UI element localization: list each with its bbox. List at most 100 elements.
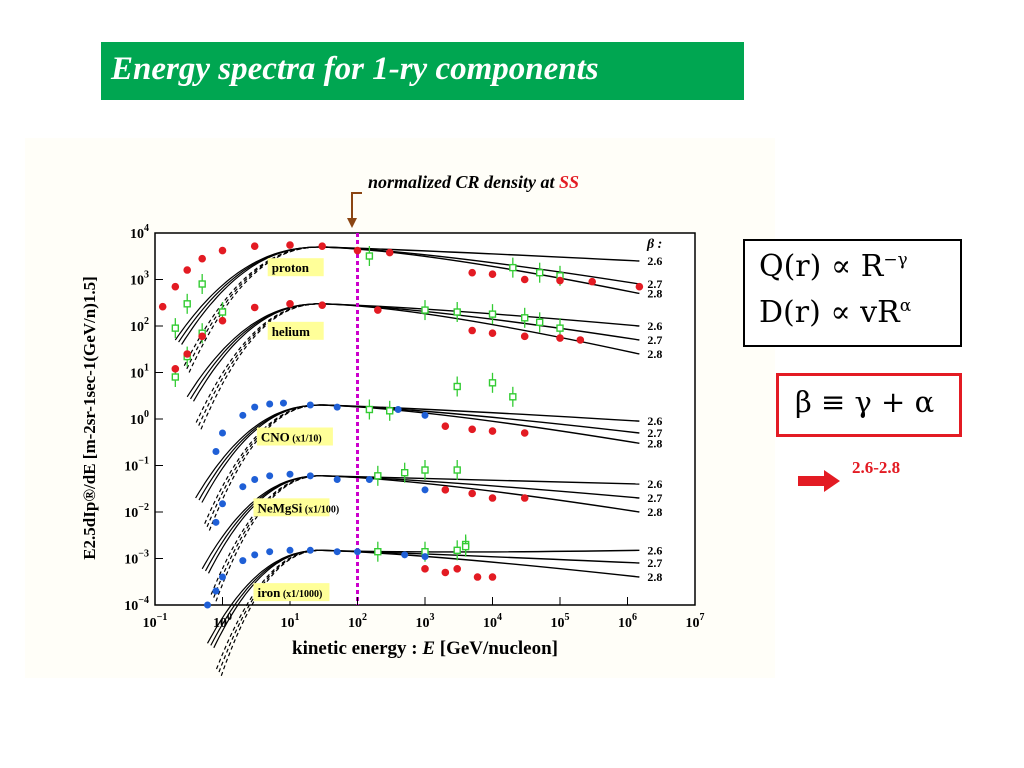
data-point (488, 310, 497, 318)
data-point (468, 489, 476, 498)
data-point (421, 411, 429, 419)
data-point (198, 254, 206, 263)
data-point (183, 266, 192, 274)
data-point (365, 405, 374, 414)
y-tick-label: 10−1 (124, 456, 149, 475)
data-point (219, 573, 226, 581)
data-point (468, 268, 476, 277)
data-point (374, 472, 382, 480)
series-label-text: iron (x1/1000) (257, 585, 322, 600)
y-tick-label: 104 (130, 223, 149, 242)
data-point (520, 429, 529, 437)
beta-tick-label: 2.8 (647, 570, 662, 584)
series-label-text: proton (272, 260, 310, 275)
data-point (333, 403, 341, 411)
data-point (386, 407, 394, 415)
measurement-points (158, 241, 644, 609)
data-point (365, 475, 373, 483)
data-point (218, 316, 227, 325)
beta-tick-label: 2.6 (647, 254, 662, 268)
beta-tick-label: 2.6 (647, 319, 662, 333)
beta-tick-label: 2.6 (647, 543, 662, 557)
diffusion-formula-text: D(r) ∝ vR (759, 295, 900, 330)
data-point (453, 308, 461, 316)
data-point (354, 548, 361, 556)
data-point (421, 306, 429, 314)
series-label-bg (267, 321, 324, 340)
data-point (441, 568, 450, 577)
series-label-bg (267, 258, 324, 277)
data-point (365, 252, 374, 260)
beta-definition: β ≡ γ + α (795, 385, 935, 419)
beta-tick-label: 2.6 (647, 477, 662, 491)
y-tick-label: 10−3 (124, 549, 149, 568)
data-point (198, 332, 206, 341)
data-point (286, 241, 294, 249)
energy-spectra-chart: 10−1 100 101 102 103 104 105 106 107 104 103 102 101… (80, 172, 705, 676)
beta-tick-label: 2.7 (647, 277, 662, 291)
data-point (488, 427, 497, 435)
data-point (286, 300, 294, 308)
data-point (576, 336, 585, 344)
data-point (520, 332, 529, 341)
data-point (520, 494, 529, 502)
y-tick-label: 101 (130, 363, 149, 382)
data-point (374, 548, 382, 556)
x-axis-title-unit: [GeV/nucleon] (435, 638, 558, 659)
model-curve-rise (215, 549, 323, 670)
data-point (218, 246, 227, 255)
y-tick-label: 100 (130, 409, 149, 428)
series-label-iron: iron (x1/1000) (253, 583, 330, 602)
data-point (219, 500, 226, 508)
data-point (400, 469, 409, 477)
beta-tick-label: 2.8 (647, 286, 662, 300)
right-arrow-icon (798, 470, 840, 492)
data-point (279, 399, 287, 407)
data-point (374, 306, 382, 314)
data-point (535, 318, 544, 327)
x-axis-title: kinetic energy : E [GeV/nucleon] (292, 638, 558, 659)
series-label-nemgsi: NeMgSi (x1/100) (253, 498, 339, 517)
series-label-cno: CNO (x1/10) (256, 427, 333, 446)
data-point (251, 403, 259, 411)
data-point (250, 303, 259, 312)
data-point (251, 475, 259, 483)
series-label-bg (253, 583, 330, 602)
model-curve-tail (322, 303, 640, 355)
data-point (401, 551, 409, 559)
model-curve-rise (188, 246, 323, 373)
diffusion-formula-exponent: α (899, 296, 912, 316)
data-point (421, 553, 429, 561)
data-point (171, 324, 180, 332)
data-point (318, 301, 327, 310)
model-curve-rise (218, 549, 323, 673)
beta-definition-box: β ≡ γ + α (776, 373, 962, 437)
series-label-text: CNO (x1/10) (261, 430, 322, 445)
y-tick-label: 10−4 (124, 595, 149, 614)
data-point (318, 242, 327, 251)
data-point (453, 565, 462, 573)
data-point (488, 494, 497, 502)
annotation-prefix: normalized CR density at (368, 172, 559, 192)
beta-labels: 2.62.72.82.62.72.82.62.72.82.62.72.82.62… (646, 237, 662, 584)
data-point (266, 472, 274, 480)
data-point (453, 382, 461, 391)
beta-tick-label: 2.8 (647, 436, 662, 450)
data-point (306, 401, 314, 409)
data-point (239, 557, 247, 565)
data-point (239, 483, 247, 491)
series-label-text: helium (272, 324, 310, 339)
x-tick-label: 10−1 (143, 612, 168, 631)
data-point (441, 486, 450, 494)
data-point (441, 422, 450, 431)
data-point (158, 302, 167, 311)
model-curve-tail (322, 475, 640, 513)
x-axis-title-var: E (421, 638, 435, 659)
data-point (394, 406, 402, 414)
data-point (212, 587, 220, 595)
x-axis-title-prefix: kinetic energy : (292, 638, 422, 659)
x-tick-label: 101 (281, 612, 300, 631)
x-tick-label: 103 (416, 612, 435, 631)
data-point (468, 326, 476, 335)
data-point (473, 573, 482, 581)
